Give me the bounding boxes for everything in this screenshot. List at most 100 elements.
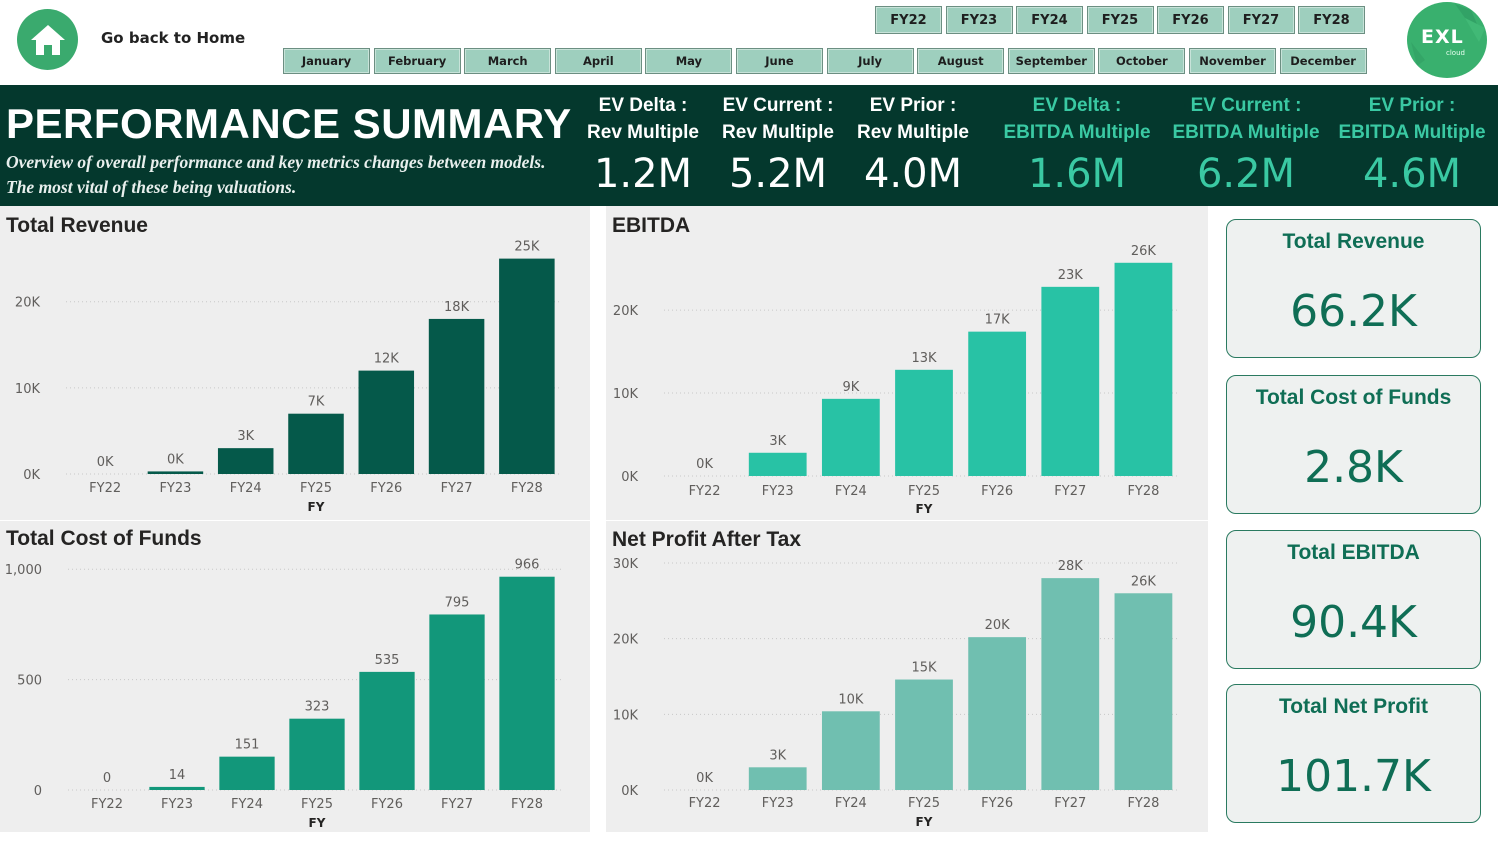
kpi-value: 4.6M [1362,151,1462,197]
month-slicer-button-september[interactable]: September [1007,48,1095,74]
data-label: 323 [305,700,330,715]
home-button[interactable] [17,9,78,70]
card-value: 66.2K [1290,286,1417,337]
month-slicer-button-february[interactable]: February [373,48,461,74]
kpi-label-line2: Rev Multiple [722,122,834,143]
bar-fy23 [748,452,807,476]
home-link-label[interactable]: Go back to Home [101,29,246,47]
month-slicer-button-june[interactable]: June [736,48,823,74]
data-label: 3K [769,748,786,763]
cost-of-funds-chart-panel: Total Cost of Funds 0 500 1,000 0 FY22 14 FY23… [0,521,590,832]
fy-slicer-button-fy22[interactable]: FY22 [875,6,942,34]
bar-fy24 [821,398,880,476]
total-revenue-card: Total Revenue 66.2K [1226,219,1481,358]
cost-of-funds-bar-chart: 0 500 1,000 0 FY22 14 FY23 151 FY24 323 FY25 535 FY2… [5,558,562,830]
data-label: 18K [444,300,470,315]
bar-fy28 [499,258,555,474]
bar-fy28 [499,576,555,790]
month-slicer-button-may[interactable]: May [645,48,733,74]
x-tick-label: FY27 [1054,796,1086,811]
month-slicer-button-october[interactable]: October [1098,48,1186,74]
kpi-value: 4.0M [863,151,963,197]
y-tick-label: 30K [613,557,639,572]
net-profit-chart-panel: Net Profit After Tax 0K 10K 20K 30K 0K FY22 3K… [606,521,1208,832]
kpi-ev-prior-ebitda: EV Prior : EBITDA Multiple 4.6M [1331,92,1493,194]
data-label: 26K [1131,574,1157,589]
page-subtitle: Overview of overall performance and key … [6,152,546,197]
card-title: Total Revenue [1282,230,1425,253]
fy-slicer-button-fy27[interactable]: FY27 [1227,6,1295,34]
bar-fy25 [289,718,345,790]
net-profit-bar-chart: 0K 10K 20K 30K 0K FY22 3K FY23 10K FY24 15K FY25 20K… [613,557,1180,829]
kpi-value: 1.2M [593,151,693,197]
month-slicer-button-march[interactable]: March [464,48,552,74]
y-tick-label: 20K [613,633,639,648]
month-slicer-button-november[interactable]: November [1189,48,1276,74]
kpi-label-line2: EBITDA Multiple [1172,122,1320,143]
kpi-value: 5.2M [728,151,828,197]
kpi-value: 6.2M [1196,151,1296,197]
ebitda-bar-chart: 0K10K20K0KFY223KFY239KFY2413KFY2517KFY26… [613,244,1180,516]
bar-fy24 [821,711,880,790]
bar-fy28 [1114,593,1173,790]
y-tick-label: 0 [34,784,42,799]
x-tick-label: FY24 [231,797,263,812]
chart-title: Net Profit After Tax [612,528,802,551]
card-title: Total EBITDA [1287,541,1420,564]
x-tick-label: FY25 [908,796,940,811]
x-tick-label: FY26 [370,481,402,496]
bar-fy26 [968,637,1027,790]
fy-slicer-button-fy28[interactable]: FY28 [1298,6,1365,34]
kpi-label-line1: EV Delta : [598,95,688,116]
bar-fy27 [1041,286,1100,476]
kpi-label-line2: Rev Multiple [587,122,699,143]
kpi-label-line1: EV Current : [1190,95,1302,116]
bar-fy26 [968,331,1027,476]
data-label: 23K [1058,268,1084,283]
fy-slicer-button-fy24[interactable]: FY24 [1016,6,1083,34]
fy-slicer-button-fy25[interactable]: FY25 [1086,6,1154,34]
bar-fy24 [217,448,274,474]
month-slicer-button-december[interactable]: December [1279,48,1367,74]
total-cost-of-funds-card: Total Cost of Funds 2.8K [1226,375,1481,514]
month-slicer-button-july[interactable]: July [826,48,914,74]
month-slicer-button-august[interactable]: August [917,48,1005,74]
bar-fy25 [895,369,953,476]
kpi-label-line2: Rev Multiple [857,122,969,143]
fy-slicer-button-fy26[interactable]: FY26 [1157,6,1224,34]
x-tick-label: FY23 [762,796,794,811]
ebitda-chart-panel: EBITDA 0K 10K 20K 0K FY22 3K FY23 9K FY24 13K FY25… [606,206,1208,520]
kpi-value: 1.6M [1027,151,1127,197]
data-label: 0K [696,457,713,472]
chart-title: Total Cost of Funds [6,527,202,550]
card-value: 90.4K [1290,597,1417,648]
data-label: 14 [169,768,186,783]
x-tick-label: FY24 [835,484,867,499]
kpi-ev-prior-rev: EV Prior : Rev Multiple 4.0M [851,92,975,194]
x-tick-label: FY22 [689,484,721,499]
kpi-label-line2: EBITDA Multiple [1338,122,1486,143]
data-label: 0K [97,455,114,470]
x-tick-label: FY28 [1127,484,1159,499]
month-slicer-button-january[interactable]: January [283,48,370,74]
y-tick-label: 1,000 [5,563,42,578]
y-tick-label: 0K [621,784,638,799]
x-axis-title: FY [308,500,325,514]
bar-fy23 [147,471,204,474]
x-tick-label: FY27 [1054,484,1086,499]
data-label: 0 [103,771,111,786]
bar-fy24 [219,756,275,790]
y-tick-label: 20K [613,304,639,319]
data-label: 0K [696,771,713,786]
data-label: 9K [842,380,859,395]
home-icon [30,24,65,55]
x-tick-label: FY27 [441,797,473,812]
data-label: 15K [911,661,937,676]
card-value: 2.8K [1304,442,1403,493]
month-slicer-button-april[interactable]: April [554,48,642,74]
kpi-label-line1: EV Prior : [869,95,957,116]
fy-slicer-button-fy23[interactable]: FY23 [945,6,1013,34]
kpi-ev-delta-rev: EV Delta : Rev Multiple 1.2M [582,92,704,194]
x-tick-label: FY28 [1127,796,1159,811]
data-label: 26K [1131,244,1157,259]
